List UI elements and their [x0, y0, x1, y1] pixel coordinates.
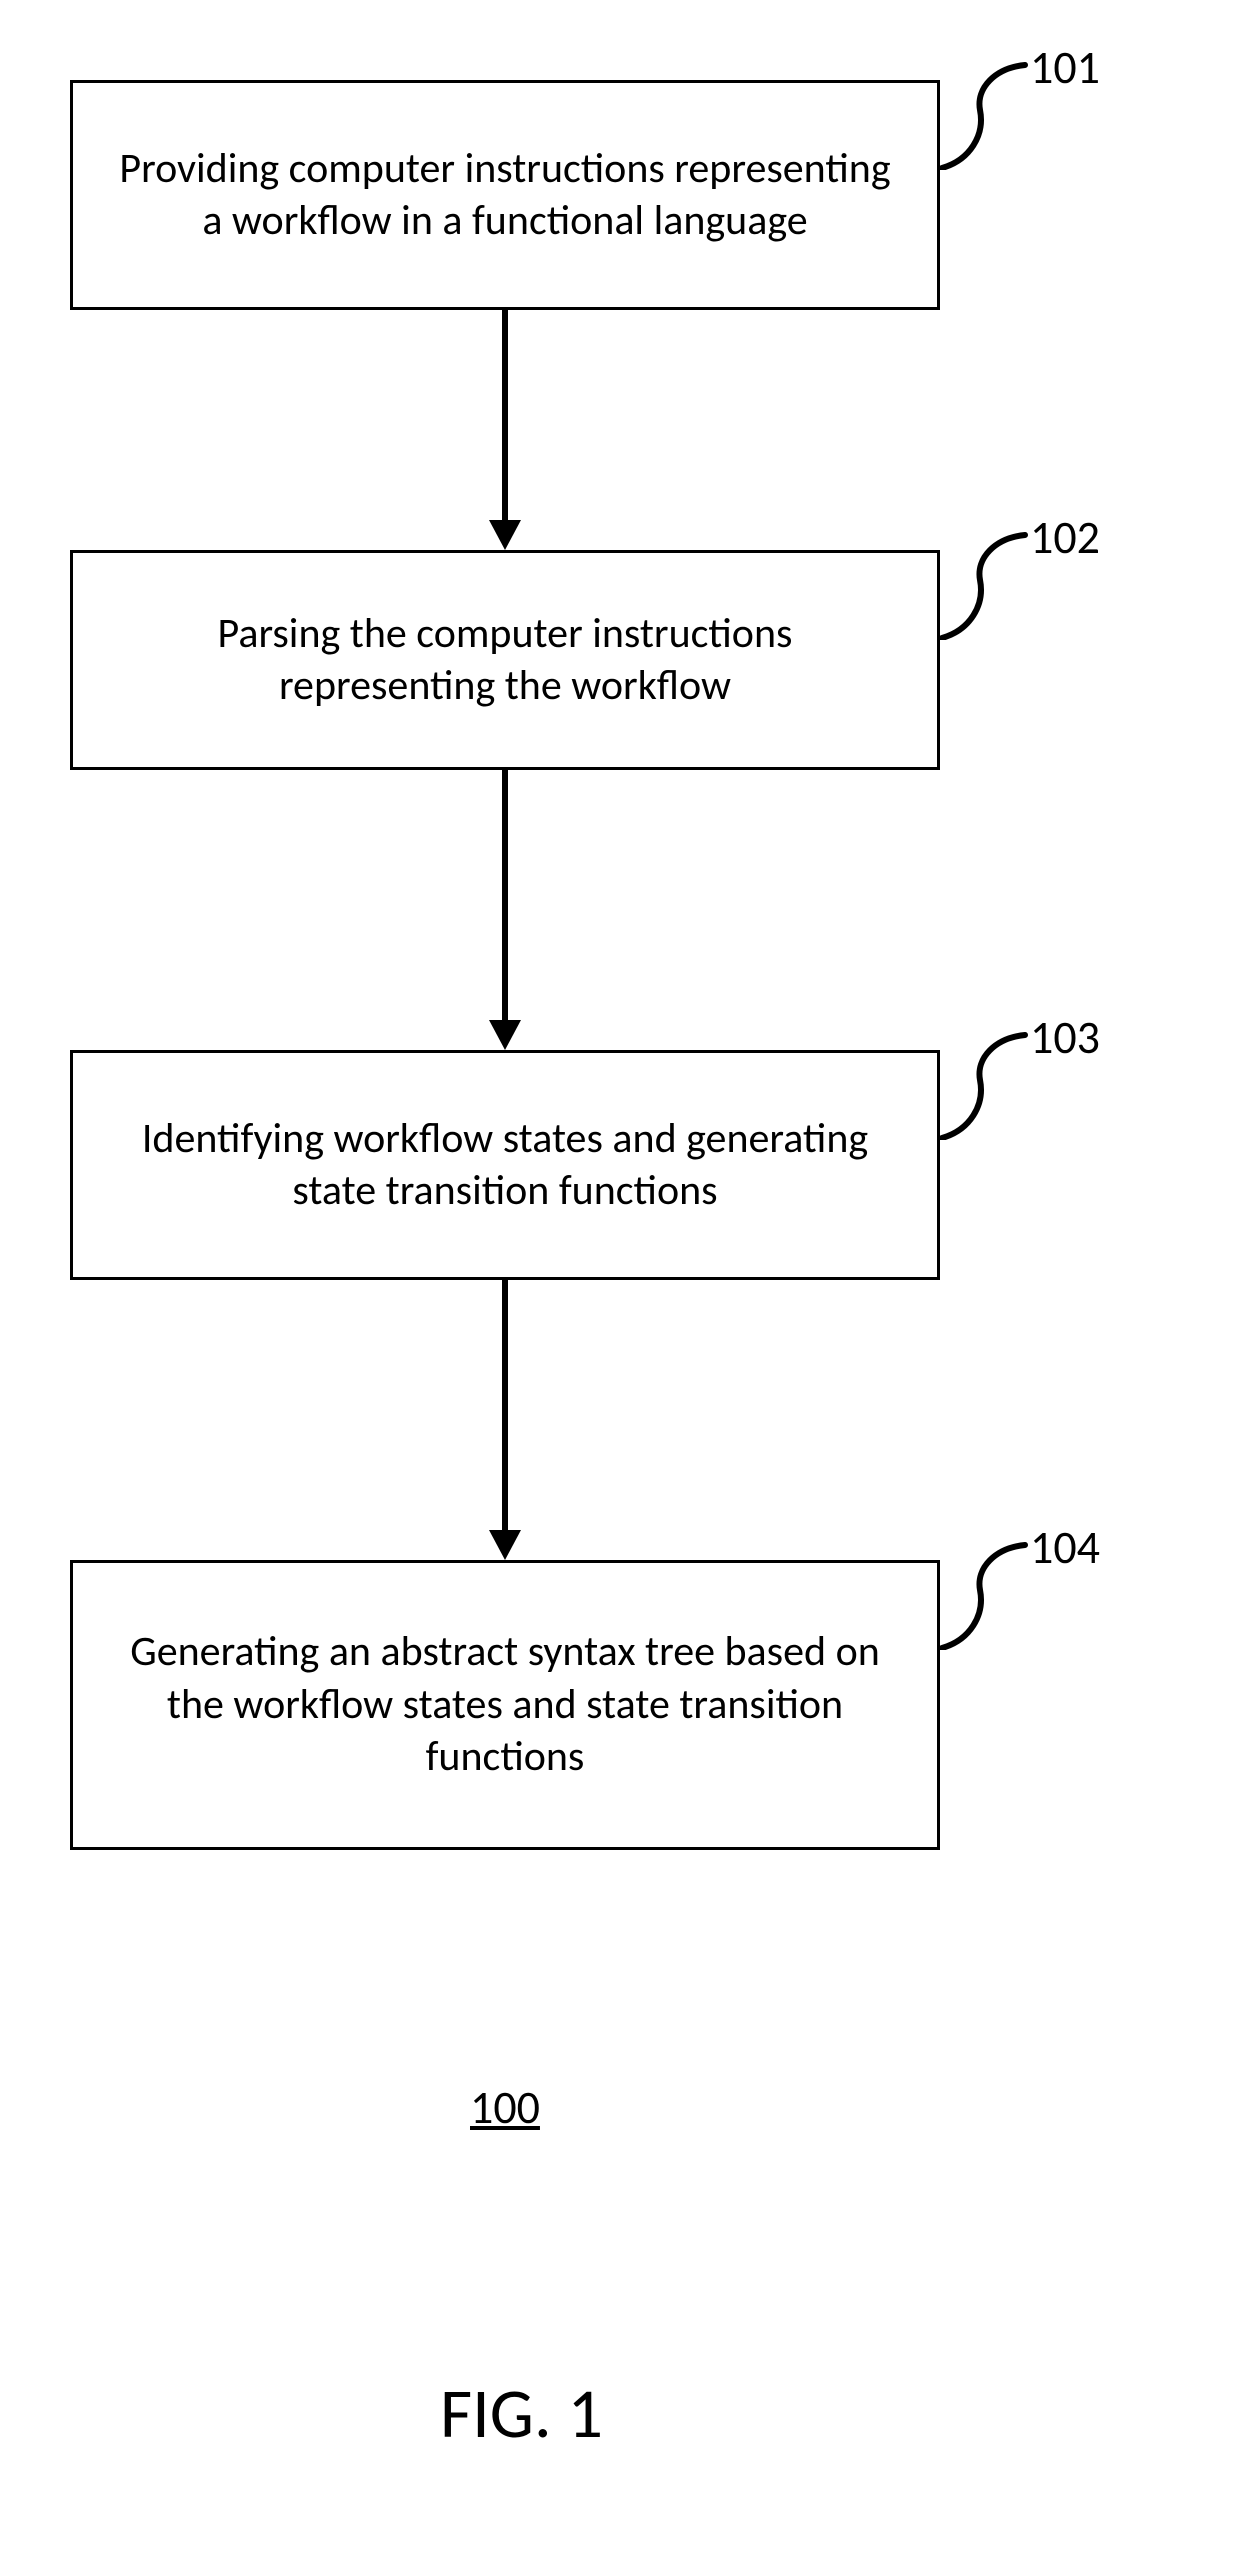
callout-label-101: 101 — [1030, 40, 1100, 96]
arrow-head-101-102 — [489, 520, 521, 550]
figure-caption: FIG. 1 — [440, 2370, 603, 2456]
flow-box-103: Identifying workflow states and generati… — [70, 1050, 940, 1280]
callout-swoosh-103 — [940, 1030, 1030, 1140]
flow-box-104-text: Generating an abstract syntax tree based… — [113, 1626, 897, 1784]
flow-box-104: Generating an abstract syntax tree based… — [70, 1560, 940, 1850]
arrow-103-104 — [502, 1280, 508, 1532]
callout-swoosh-104 — [940, 1540, 1030, 1650]
flow-box-101: Providing computer instructions represen… — [70, 80, 940, 310]
callout-swoosh-102 — [940, 530, 1030, 640]
arrow-101-102 — [502, 310, 508, 522]
callout-label-103: 103 — [1030, 1010, 1100, 1066]
flow-box-101-text: Providing computer instructions represen… — [113, 143, 897, 248]
callout-label-104: 104 — [1030, 1520, 1100, 1576]
callout-swoosh-101 — [940, 60, 1030, 170]
arrow-head-102-103 — [489, 1020, 521, 1050]
figure-number: 100 — [470, 2080, 540, 2136]
flow-box-102: Parsing the computer instructions repres… — [70, 550, 940, 770]
arrow-head-103-104 — [489, 1530, 521, 1560]
arrow-102-103 — [502, 770, 508, 1022]
flow-box-102-text: Parsing the computer instructions repres… — [113, 608, 897, 713]
callout-label-102: 102 — [1030, 510, 1100, 566]
flow-box-103-text: Identifying workflow states and generati… — [113, 1113, 897, 1218]
